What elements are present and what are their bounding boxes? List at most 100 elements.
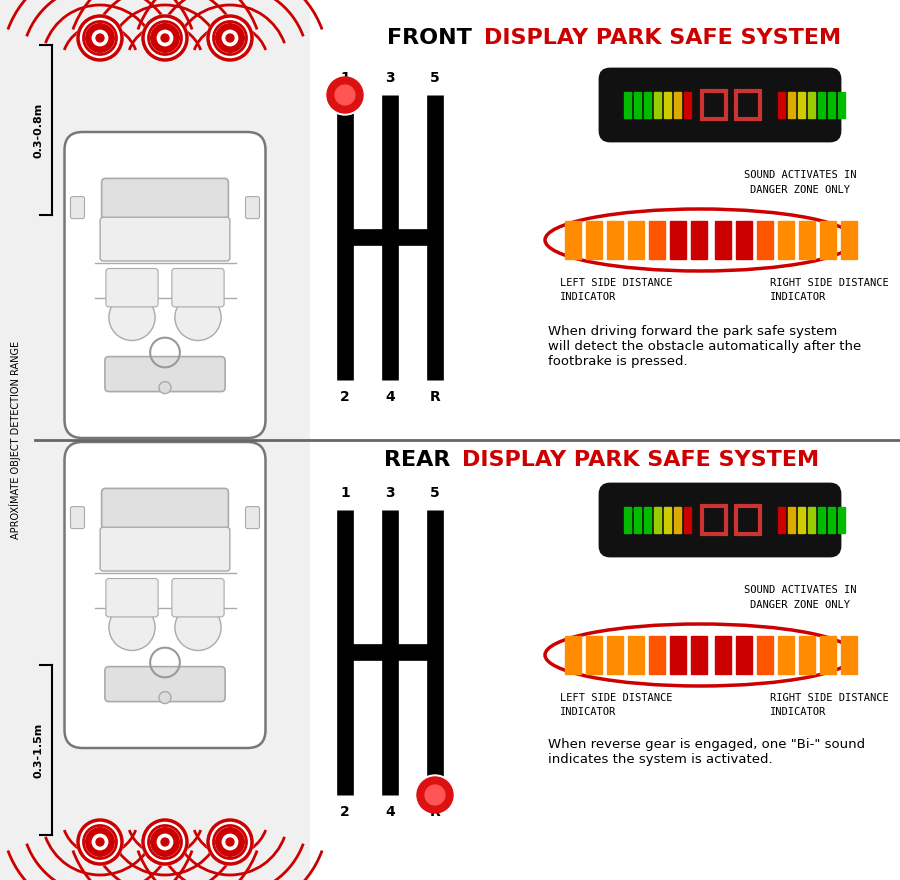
Circle shape [142,15,188,61]
Text: SOUND ACTIVATES IN: SOUND ACTIVATES IN [743,170,856,180]
Text: RIGHT SIDE DISTANCE: RIGHT SIDE DISTANCE [770,693,889,703]
Bar [628,636,644,674]
Circle shape [158,30,173,46]
Text: 2: 2 [340,390,350,404]
FancyBboxPatch shape [65,442,266,748]
Circle shape [86,24,114,52]
Circle shape [226,34,234,42]
Bar [828,507,835,533]
Bar [586,636,602,674]
Bar [715,636,731,674]
Bar [841,636,857,674]
Circle shape [93,834,108,850]
Bar [654,92,661,118]
Bar [838,92,845,118]
Circle shape [417,777,453,813]
Bar [649,636,665,674]
Text: REAR: REAR [384,450,458,470]
Circle shape [222,30,238,46]
FancyBboxPatch shape [65,132,266,438]
Circle shape [150,828,179,856]
Circle shape [161,34,169,42]
FancyBboxPatch shape [70,507,85,529]
Bar [788,507,795,533]
Text: 2: 2 [340,805,350,819]
Bar [664,92,671,118]
Bar [624,92,631,118]
Text: When reverse gear is engaged, one "Bi-" sound
indicates the system is activated.: When reverse gear is engaged, one "Bi-" … [548,738,865,766]
Circle shape [325,75,365,115]
Bar [634,92,641,118]
FancyBboxPatch shape [172,578,224,617]
Text: INDICATOR: INDICATOR [560,707,616,717]
Text: 4: 4 [385,390,395,404]
Text: 5: 5 [430,71,440,85]
Text: DANGER ZONE ONLY: DANGER ZONE ONLY [750,185,850,195]
Text: 1: 1 [340,486,350,500]
FancyBboxPatch shape [246,196,259,218]
Bar [799,636,815,674]
FancyBboxPatch shape [102,179,229,219]
Bar [565,636,581,674]
FancyBboxPatch shape [70,196,85,218]
Circle shape [96,838,104,846]
Text: 3: 3 [385,486,395,500]
Bar [634,507,641,533]
Text: 1: 1 [340,71,350,85]
Bar [820,636,836,674]
Text: 3: 3 [385,71,395,85]
FancyBboxPatch shape [102,488,229,529]
Bar [607,221,623,259]
Text: When driving forward the park safe system
will detect the obstacle automatically: When driving forward the park safe syste… [548,325,861,368]
Bar [799,221,815,259]
Text: R: R [429,805,440,819]
Bar [736,221,752,259]
Bar [649,221,665,259]
Circle shape [96,34,104,42]
Bar [828,92,835,118]
Bar [778,92,785,118]
Ellipse shape [545,209,855,271]
Text: 4: 4 [385,805,395,819]
Text: INDICATOR: INDICATOR [560,292,616,302]
Circle shape [159,692,171,704]
Bar [798,92,805,118]
Circle shape [109,605,155,650]
Text: RIGHT SIDE DISTANCE: RIGHT SIDE DISTANCE [770,278,889,288]
Bar [818,92,825,118]
Bar [565,221,581,259]
Text: SOUND ACTIVATES IN: SOUND ACTIVATES IN [743,585,856,595]
Text: DISPLAY PARK SAFE SYSTEM: DISPLAY PARK SAFE SYSTEM [462,450,819,470]
Bar [674,507,681,533]
Circle shape [226,838,234,846]
Text: R: R [429,390,440,404]
Text: INDICATOR: INDICATOR [770,707,826,717]
FancyBboxPatch shape [105,356,225,392]
Bar [838,507,845,533]
Text: 0.3-1.5m: 0.3-1.5m [33,722,43,778]
FancyBboxPatch shape [106,268,158,307]
Circle shape [158,834,173,850]
Bar [788,92,795,118]
Text: DISPLAY PARK SAFE SYSTEM: DISPLAY PARK SAFE SYSTEM [484,28,842,48]
Text: 5: 5 [430,486,440,500]
FancyBboxPatch shape [106,578,158,617]
Text: LEFT SIDE DISTANCE: LEFT SIDE DISTANCE [560,278,672,288]
Bar [808,507,815,533]
Text: FRONT: FRONT [387,28,480,48]
Bar [757,221,773,259]
Circle shape [425,785,445,805]
Ellipse shape [545,624,855,686]
FancyBboxPatch shape [600,484,840,556]
Bar [736,636,752,674]
Circle shape [76,15,123,61]
Circle shape [415,775,455,815]
Circle shape [216,24,244,52]
Bar [624,507,631,533]
Circle shape [109,294,155,341]
FancyBboxPatch shape [600,69,840,141]
Circle shape [327,77,363,113]
Bar [778,507,785,533]
Bar [798,507,805,533]
FancyBboxPatch shape [172,268,224,307]
